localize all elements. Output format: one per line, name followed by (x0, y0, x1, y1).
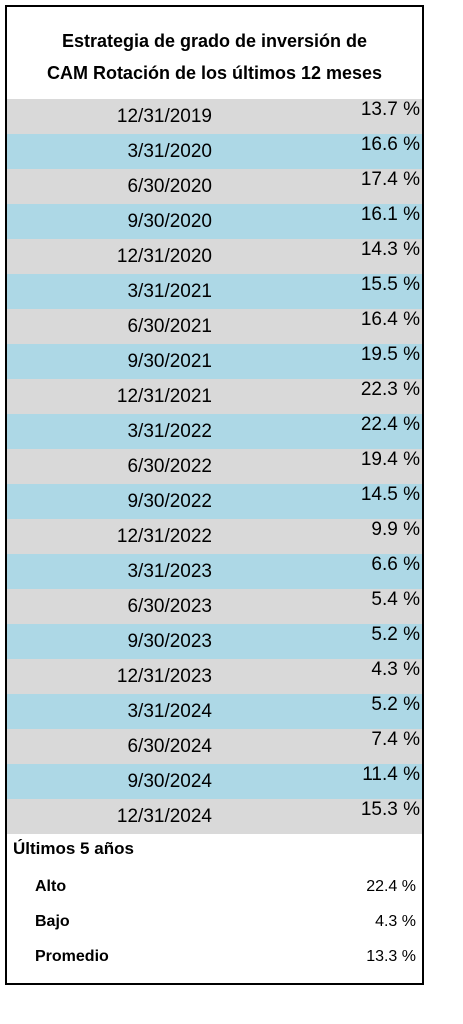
summary-average-row: Promedio 13.3 % (7, 940, 422, 975)
table-row: 9/30/2023 5.2 % (7, 624, 422, 659)
table-row: 12/31/2021 22.3 % (7, 379, 422, 414)
summary-high-row: Alto 22.4 % (7, 870, 422, 905)
row-value: 16.1 % (360, 204, 420, 225)
row-date: 3/31/2021 (127, 281, 212, 302)
summary-average-value: 13.3 % (366, 948, 416, 965)
table-row: 3/31/2022 22.4 % (7, 414, 422, 449)
table-row: 9/30/2022 14.5 % (7, 484, 422, 519)
table-row: 12/31/2019 13.7 % (7, 99, 422, 134)
row-value: 4.3 % (371, 659, 420, 680)
row-date: 9/30/2022 (127, 491, 212, 512)
row-date: 3/31/2023 (127, 561, 212, 582)
row-value: 7.4 % (371, 729, 420, 750)
table-row: 3/31/2020 16.6 % (7, 134, 422, 169)
table-row: 3/31/2023 6.6 % (7, 554, 422, 589)
row-date: 3/31/2020 (127, 141, 212, 162)
table-row: 6/30/2023 5.4 % (7, 589, 422, 624)
row-date: 6/30/2023 (127, 596, 212, 617)
table-row: 9/30/2021 19.5 % (7, 344, 422, 379)
row-value: 11.4 % (362, 764, 420, 785)
table-row: 6/30/2024 7.4 % (7, 729, 422, 764)
row-value: 19.5 % (360, 344, 420, 365)
row-date: 12/31/2021 (116, 386, 212, 407)
table-row: 12/31/2022 9.9 % (7, 519, 422, 554)
row-date: 6/30/2020 (127, 176, 212, 197)
row-value: 9.9 % (371, 519, 420, 540)
table-row: 12/31/2020 14.3 % (7, 239, 422, 274)
row-date: 3/31/2024 (127, 701, 212, 722)
row-value: 16.4 % (360, 309, 420, 330)
row-date: 12/31/2022 (116, 526, 212, 547)
row-value: 14.5 % (360, 484, 420, 505)
table-row: 9/30/2020 16.1 % (7, 204, 422, 239)
table-row: 6/30/2021 16.4 % (7, 309, 422, 344)
title-line-2: CAM Rotación de los últimos 12 meses (46, 63, 383, 83)
row-value: 5.2 % (371, 694, 420, 715)
row-date: 12/31/2024 (116, 806, 212, 827)
table-frame: Estrategia de grado de inversión de CAM … (5, 5, 424, 985)
row-date: 9/30/2021 (127, 351, 212, 372)
row-date: 12/31/2019 (116, 106, 212, 127)
row-date: 9/30/2020 (127, 211, 212, 232)
table-row: 3/31/2024 5.2 % (7, 694, 422, 729)
row-date: 12/31/2023 (116, 666, 212, 687)
summary-high-label: Alto (35, 878, 67, 895)
rolling-returns-list: 12/31/2019 13.7 % 3/31/2020 16.6 % 6/30/20… (7, 99, 422, 834)
row-value: 22.3 % (360, 379, 420, 400)
row-value: 15.5 % (360, 274, 420, 295)
table-row: 6/30/2020 17.4 % (7, 169, 422, 204)
row-value: 5.2 % (371, 624, 420, 645)
row-date: 9/30/2024 (127, 771, 212, 792)
row-date: 9/30/2023 (127, 631, 212, 652)
row-value: 22.4 % (360, 414, 420, 435)
row-value: 16.6 % (360, 134, 420, 155)
row-value: 6.6 % (371, 554, 420, 575)
row-value: 14.3 % (360, 239, 420, 260)
row-date: 6/30/2024 (127, 736, 212, 757)
title-line-1: Estrategia de grado de inversión de (61, 31, 368, 51)
row-value: 13.7 % (360, 99, 420, 120)
row-date: 6/30/2022 (127, 456, 212, 477)
row-value: 5.4 % (371, 589, 420, 610)
summary-low-row: Bajo 4.3 % (7, 905, 422, 940)
table-row: 12/31/2023 4.3 % (7, 659, 422, 694)
summary-high-value: 22.4 % (366, 878, 416, 895)
row-value: 19.4 % (360, 449, 420, 470)
summary-low-value: 4.3 % (375, 913, 416, 930)
summary-low-label: Bajo (35, 913, 70, 930)
row-date: 6/30/2021 (127, 316, 212, 337)
table-row: 9/30/2024 11.4 % (7, 764, 422, 799)
table-row: 6/30/2022 19.4 % (7, 449, 422, 484)
row-date: 3/31/2022 (127, 421, 212, 442)
table-row: 12/31/2024 15.3 % (7, 799, 422, 834)
table-row: 3/31/2021 15.5 % (7, 274, 422, 309)
summary-average-label: Promedio (35, 948, 109, 965)
table-title: Estrategia de grado de inversión de CAM … (7, 7, 422, 99)
row-value: 17.4 % (360, 169, 420, 190)
row-value: 15.3 % (360, 799, 420, 820)
summary-heading: Últimos 5 años (13, 839, 134, 858)
row-date: 12/31/2020 (116, 246, 212, 267)
